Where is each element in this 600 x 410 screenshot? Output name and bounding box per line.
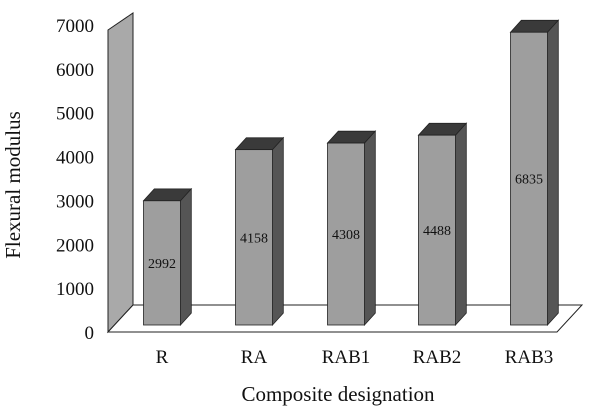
bar-RAB1: 4308 (326, 130, 377, 327)
y-tick-label: 2000 (56, 235, 94, 256)
bar-side-face (364, 130, 376, 327)
bar-side-face (272, 136, 284, 327)
y-tick-label: 1000 (56, 279, 94, 300)
bar-front-face (143, 200, 181, 326)
bar-data-label: 6835 (515, 173, 543, 188)
y-axis-title: Flexural modulus (1, 111, 25, 259)
bar-front-face (327, 142, 365, 326)
bar-front-face (418, 134, 456, 326)
bar-front-face (235, 149, 273, 326)
y-tick-label: 6000 (56, 60, 94, 81)
bar-data-label: 2992 (148, 257, 176, 272)
bar-RA: 4158 (234, 136, 285, 327)
bar-side-face (455, 122, 467, 327)
y-tick-label: 7000 (56, 16, 94, 37)
chart-back-wall (107, 12, 134, 334)
bar-data-label: 4158 (240, 231, 268, 246)
x-tick-label: RAB2 (413, 347, 462, 368)
x-axis-categories: R RA RAB1 RAB2 RAB3 (156, 347, 554, 368)
y-tick-label: 0 (85, 323, 95, 344)
x-axis-title: Composite designation (241, 382, 435, 406)
y-axis-ticks: 0 1000 2000 3000 4000 5000 6000 7000 (56, 16, 94, 344)
y-tick-label: 5000 (56, 104, 94, 125)
bar-RAB2: 4488 (417, 122, 468, 327)
bar-side-face (547, 19, 559, 327)
bar-front-face (510, 31, 548, 326)
bar-data-label: 4308 (332, 228, 360, 243)
x-tick-label: RAB1 (322, 347, 371, 368)
y-tick-label: 4000 (56, 148, 94, 169)
bar-RAB3: 6835 (509, 19, 560, 327)
y-tick-label: 3000 (56, 191, 94, 212)
bar-side-face (180, 187, 192, 327)
bar-data-label: 4488 (423, 224, 451, 239)
x-tick-label: RAB3 (505, 347, 554, 368)
bar-R: 2992 (142, 187, 193, 327)
bars: 2992 4158 4308 4488 6835 (142, 19, 560, 327)
x-tick-label: RA (241, 347, 268, 368)
x-tick-label: R (156, 347, 169, 368)
